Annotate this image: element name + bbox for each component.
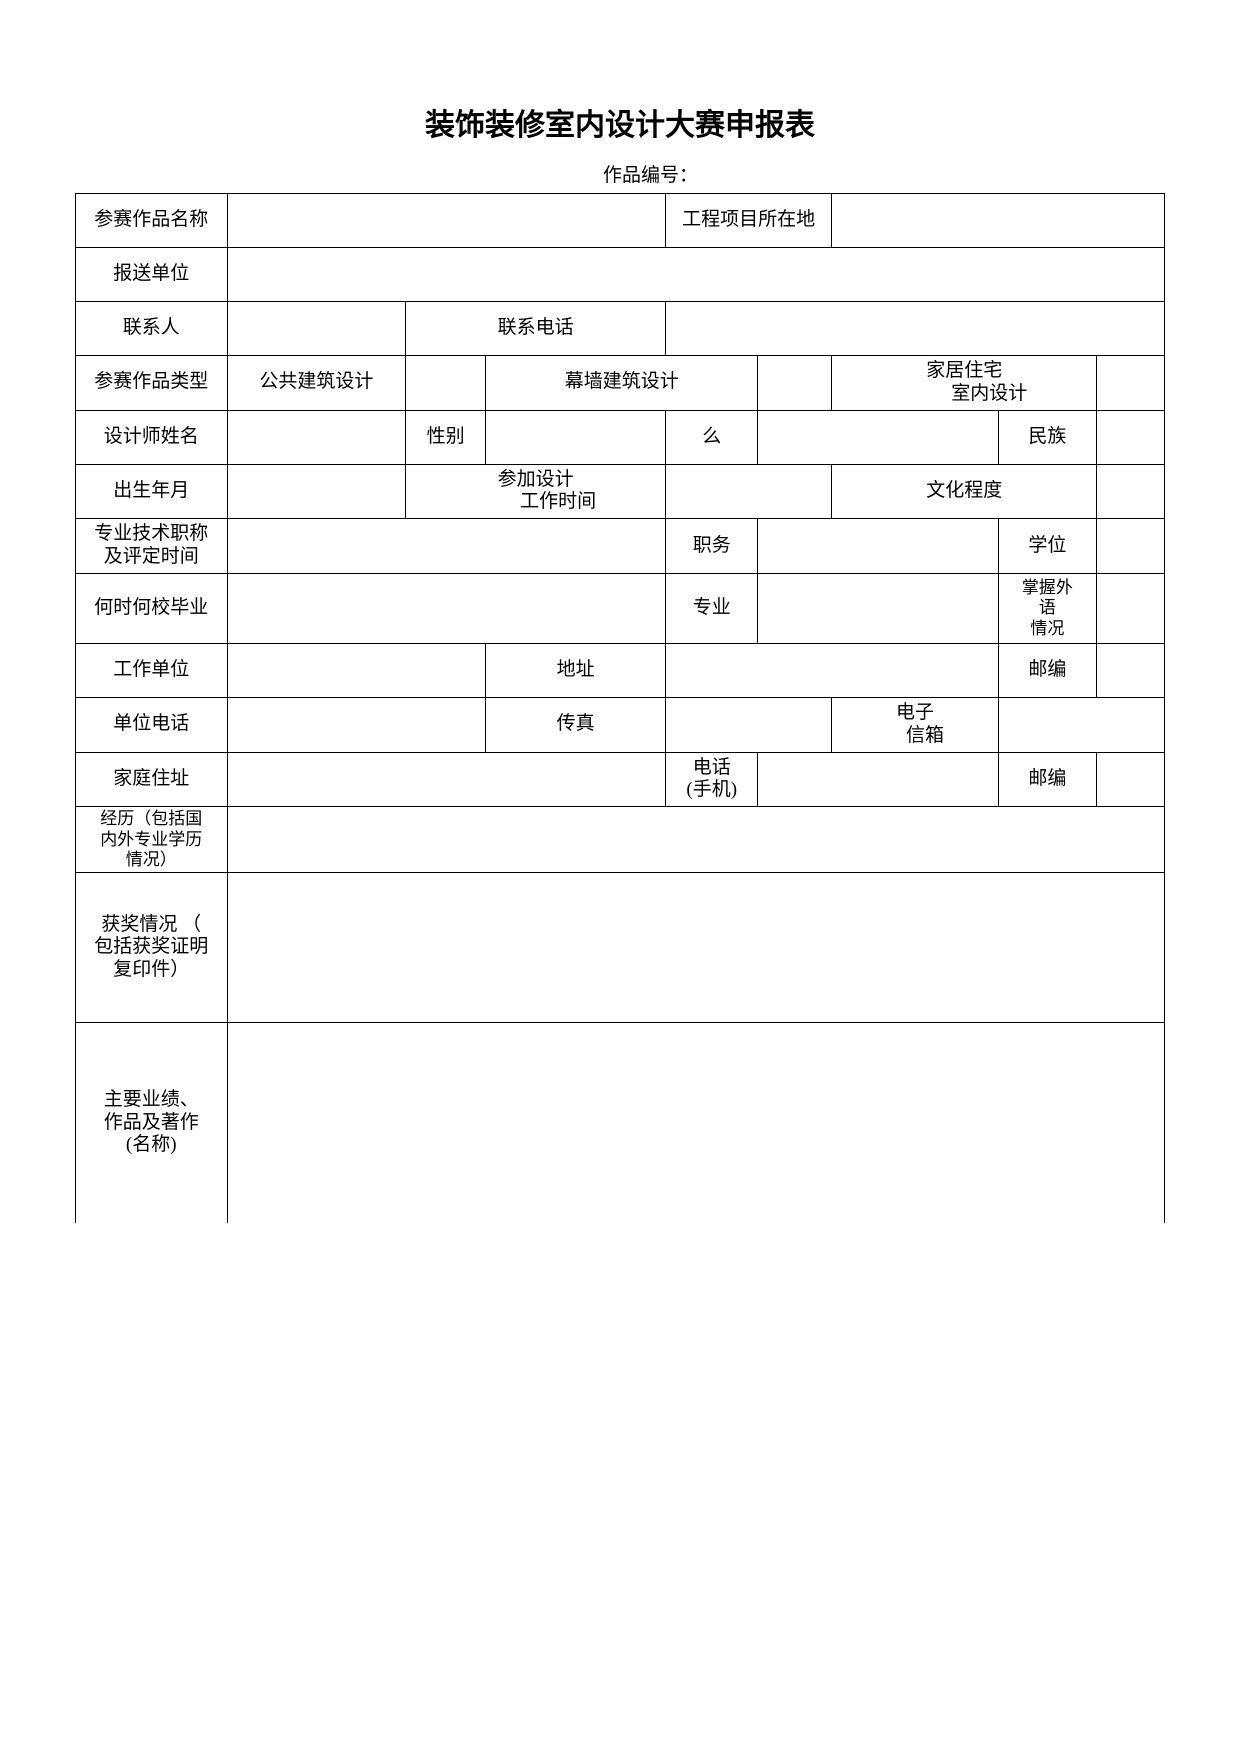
designer-name-value[interactable]: [227, 410, 406, 464]
fax-label: 传真: [486, 697, 666, 752]
public-building-label: 公共建筑设计: [227, 356, 406, 411]
fax-value[interactable]: [666, 697, 832, 752]
birth-date-value[interactable]: [227, 464, 406, 519]
work-name-value[interactable]: [227, 194, 666, 248]
design-work-time-value[interactable]: [666, 464, 832, 519]
foreign-lang-value[interactable]: [1097, 573, 1165, 643]
position-value[interactable]: [758, 519, 998, 574]
work-type-label: 参赛作品类型: [76, 356, 228, 411]
experience-value[interactable]: [227, 807, 1164, 873]
designer-name-label: 设计师姓名: [76, 410, 228, 464]
work-unit-label: 工作单位: [76, 643, 228, 697]
curtain-wall-value[interactable]: [758, 356, 832, 411]
home-address-label: 家庭住址: [76, 752, 228, 807]
major-value[interactable]: [758, 573, 998, 643]
foreign-lang-label: 掌握外 语 情况: [998, 573, 1097, 643]
ethnicity-label: 民族: [998, 410, 1097, 464]
awards-value[interactable]: [227, 873, 1164, 1023]
education-level-label: 文化程度: [832, 464, 1097, 519]
application-form-table: 参赛作品名称 工程项目所在地 报送单位 联系人 联系电话 参赛作品类型 公共建筑…: [75, 193, 1165, 1223]
ethnicity-value[interactable]: [1097, 410, 1165, 464]
achievements-label: 主要业绩、 作品及著作 (名称): [76, 1023, 228, 1223]
home-interior-label: 家居住宅 室内设计: [832, 356, 1097, 411]
submit-unit-label: 报送单位: [76, 248, 228, 302]
project-location-value[interactable]: [832, 194, 1165, 248]
work-number-label: 作品编号：: [75, 160, 1165, 187]
postcode2-value[interactable]: [1097, 752, 1165, 807]
home-address-value[interactable]: [227, 752, 666, 807]
contact-person-label: 联系人: [76, 302, 228, 356]
graduation-value[interactable]: [227, 573, 666, 643]
postcode-label: 邮编: [998, 643, 1097, 697]
email-label: 电子 信箱: [832, 697, 998, 752]
position-label: 职务: [666, 519, 758, 574]
professional-title-value[interactable]: [227, 519, 666, 574]
gender-label: 性别: [406, 410, 486, 464]
phone-mobile-label: 电话 (手机): [666, 752, 758, 807]
submit-unit-value[interactable]: [227, 248, 1164, 302]
postcode-value[interactable]: [1097, 643, 1165, 697]
degree-value[interactable]: [1097, 519, 1165, 574]
public-building-value[interactable]: [406, 356, 486, 411]
experience-label: 经历（包括国 内外专业学历 情况）: [76, 807, 228, 873]
postcode2-label: 邮编: [998, 752, 1097, 807]
contact-person-value[interactable]: [227, 302, 406, 356]
me-label: 么: [666, 410, 758, 464]
home-interior-value[interactable]: [1097, 356, 1165, 411]
project-location-label: 工程项目所在地: [666, 194, 832, 248]
curtain-wall-label: 幕墙建筑设计: [486, 356, 758, 411]
work-name-label: 参赛作品名称: [76, 194, 228, 248]
design-work-time-label: 参加设计 工作时间: [406, 464, 666, 519]
major-label: 专业: [666, 573, 758, 643]
awards-label: 获奖情况 （ 包括获奖证明 复印件）: [76, 873, 228, 1023]
phone-mobile-value[interactable]: [758, 752, 998, 807]
work-unit-value[interactable]: [227, 643, 486, 697]
professional-title-label: 专业技术职称 及评定时间: [76, 519, 228, 574]
me-value[interactable]: [758, 410, 998, 464]
contact-phone-value[interactable]: [666, 302, 1165, 356]
address-label: 地址: [486, 643, 666, 697]
address-value[interactable]: [666, 643, 999, 697]
birth-date-label: 出生年月: [76, 464, 228, 519]
degree-label: 学位: [998, 519, 1097, 574]
unit-phone-value[interactable]: [227, 697, 486, 752]
graduation-label: 何时何校毕业: [76, 573, 228, 643]
education-level-value[interactable]: [1097, 464, 1165, 519]
email-value[interactable]: [998, 697, 1164, 752]
form-title: 装饰装修室内设计大赛申报表: [75, 100, 1165, 144]
contact-phone-label: 联系电话: [406, 302, 666, 356]
unit-phone-label: 单位电话: [76, 697, 228, 752]
gender-value[interactable]: [486, 410, 666, 464]
achievements-value[interactable]: [227, 1023, 1164, 1223]
